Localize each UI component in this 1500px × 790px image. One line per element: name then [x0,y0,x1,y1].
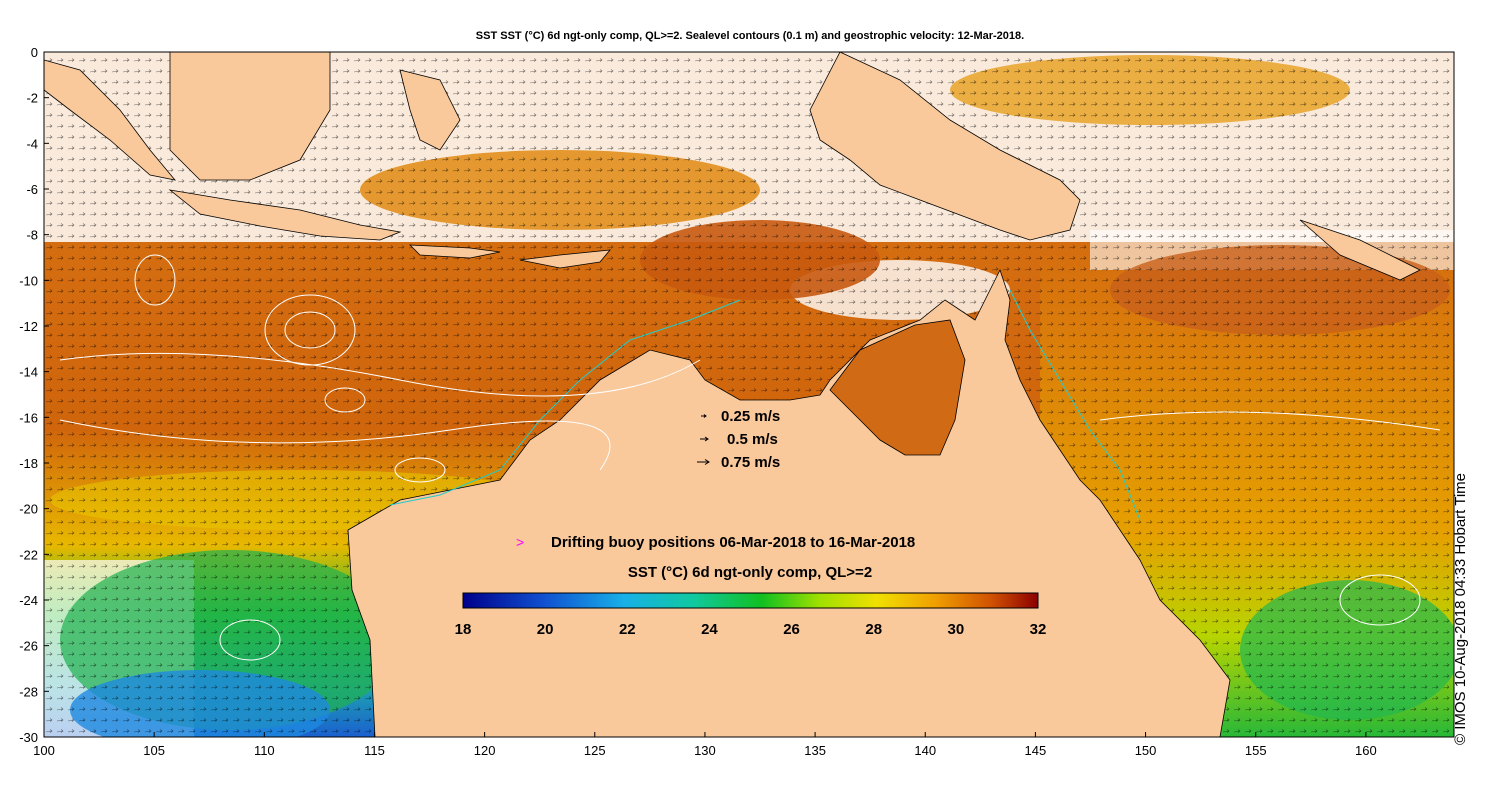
credit-text: © IMOS 10-Aug-2018 04:33 Hobart Time [1452,472,1469,745]
colorbar-tick-label: 30 [948,621,965,638]
landmasses [44,52,1421,737]
y-tick-label: 0 [31,45,38,60]
gulf-of-carpentaria [829,319,966,456]
velocity-arrow-small [701,414,707,418]
x-tick-label: 105 [143,743,165,758]
y-tick-label: -28 [19,684,38,699]
velocity-arrow-medium [700,436,709,442]
sumatra [44,59,177,181]
y-tick-label: -4 [26,136,38,151]
y-tick-label: -12 [19,319,38,334]
shelf-contour [389,289,1141,521]
colorbar-tick-label: 26 [783,621,800,638]
colorbar-tick-label: 32 [1030,621,1047,638]
colorbar-title: SST (°C) 6d ngt-only comp, QL>=2 [628,564,872,581]
colorbar: SST (°C) 6d ngt-only comp, QL>=2 18 20 22 2… [455,564,1047,638]
x-tick-label: 110 [254,743,275,758]
java [168,189,402,241]
y-tick-label: -10 [19,273,38,288]
x-tick-label: 140 [914,743,936,758]
x-axis: 100 105 110 115 120 125 130 135 140 145 150 155 160 [33,732,1377,758]
new-guinea [809,52,1081,241]
australia [347,268,1231,737]
x-tick-label: 120 [474,743,496,758]
colorbar-ticks: 18 20 22 24 26 28 30 32 [455,621,1047,638]
velocity-label-3: 0.75 m/s [721,454,780,471]
y-tick-label: -6 [26,182,38,197]
x-tick-label: 100 [33,743,55,758]
y-tick-label: -24 [19,593,38,608]
x-tick-label: 135 [804,743,826,758]
velocity-label-2: 0.5 m/s [727,431,778,448]
velocity-label-1: 0.25 m/s [721,408,780,425]
plot-frame [43,51,1455,738]
y-tick-label: -30 [19,730,38,745]
map-title: SST SST (°C) 6d ngt-only comp, QL>=2. Se… [475,30,1025,42]
y-tick-label: -2 [26,91,38,106]
x-tick-label: 155 [1245,743,1267,758]
colorbar-gradient [462,592,1039,609]
sealevel-contours [59,254,1441,661]
colorbar-tick-label: 18 [455,621,472,638]
x-tick-label: 130 [694,743,716,758]
buoy-legend: > Drifting buoy positions 06-Mar-2018 to… [516,534,915,551]
y-tick-label: -18 [19,456,38,471]
lesser-sunda [408,244,501,259]
x-tick-label: 145 [1025,743,1047,758]
velocity-arrow-large [697,459,710,465]
colorbar-tick-label: 28 [865,621,882,638]
y-tick-label: -8 [26,228,38,243]
x-tick-label: 125 [584,743,606,758]
x-tick-label: 115 [364,743,385,758]
x-tick-label: 160 [1355,743,1377,758]
y-axis: 0 -2 -4 -6 -8 -10 -12 -14 -16 -18 -20 -22 -24 -26 -28 -… [19,45,49,745]
colorbar-tick-label: 20 [537,621,554,638]
colorbar-tick-label: 22 [619,621,636,638]
timor [519,249,611,269]
y-tick-label: -20 [19,502,38,517]
borneo [169,52,331,181]
y-tick-label: -16 [19,410,38,425]
buoy-symbol: > [516,534,524,550]
y-tick-label: -26 [19,639,38,654]
map-field [44,52,1454,737]
buoy-label: Drifting buoy positions 06-Mar-2018 to 1… [551,534,915,551]
x-tick-label: 150 [1135,743,1157,758]
y-tick-label: -22 [19,547,38,562]
y-tick-label: -14 [19,365,38,380]
colorbar-tick-label: 24 [701,621,718,638]
sulawesi [399,69,461,151]
solomon-islands [1299,219,1421,281]
velocity-legend: 0.25 m/s 0.5 m/s 0.75 m/s [697,408,780,471]
